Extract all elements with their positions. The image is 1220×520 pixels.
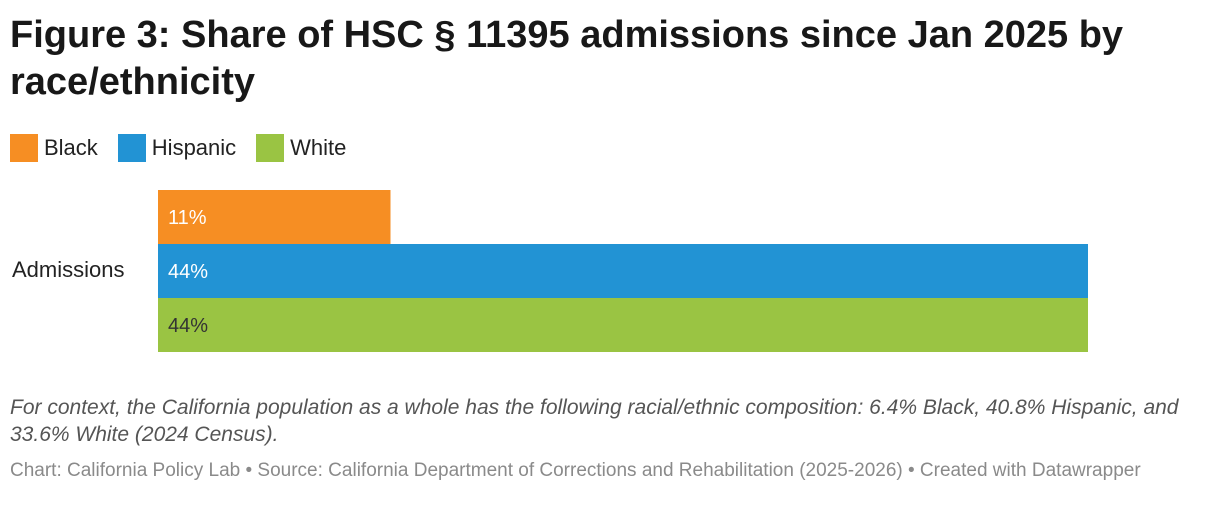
chart-title: Figure 3: Share of HSC § 11395 admission…: [10, 14, 1124, 103]
bar-black: [158, 190, 391, 244]
source-note: Chart: California Policy Lab • Source: C…: [10, 460, 1141, 481]
data-label-hispanic: 44%: [168, 261, 208, 283]
bar-white: [158, 298, 1088, 352]
legend-swatch-hispanic: [117, 134, 146, 162]
data-label-black: 11%: [168, 207, 207, 229]
legend-item-hispanic: Hispanic: [117, 134, 237, 162]
legend-item-white: White: [256, 134, 346, 162]
legend-label-white: White: [290, 135, 347, 160]
chart-legend: Black Hispanic White: [10, 133, 366, 163]
context-note: For context, the California population a…: [10, 396, 1179, 446]
category-label-admissions: Admissions: [12, 257, 125, 282]
legend-swatch-white: [256, 134, 285, 162]
bar-hispanic: [158, 244, 1088, 298]
legend-label-hispanic: Hispanic: [151, 135, 237, 160]
legend-label-black: Black: [44, 135, 98, 160]
legend-item-black: Black: [10, 134, 98, 162]
data-label-white: 44%: [168, 315, 208, 337]
legend-swatch-black: [10, 134, 38, 162]
